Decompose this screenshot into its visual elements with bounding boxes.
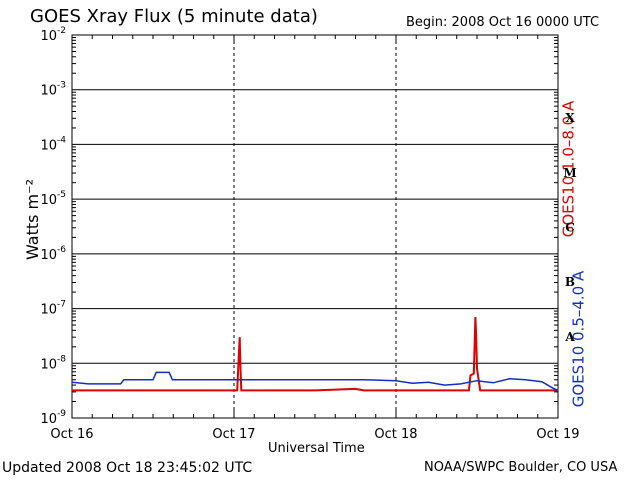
- y-tick-label: 10-9: [40, 409, 66, 427]
- chart-title: GOES Xray Flux (5 minute data): [30, 6, 318, 27]
- plot-frame: [71, 34, 559, 419]
- flare-class-label: M: [563, 166, 576, 180]
- series-line-short: [71, 371, 559, 392]
- y-tick-label: 10-3: [40, 81, 66, 99]
- flare-class-label: B: [565, 275, 575, 289]
- flare-class-label: A: [564, 330, 575, 344]
- y-tick-label: 10-2: [40, 26, 66, 44]
- y-tick-label: 10-5: [40, 190, 66, 208]
- x-tick-label: Oct 16: [50, 427, 93, 442]
- x-tick-label: Oct 17: [212, 427, 255, 442]
- flare-class-label: C: [565, 221, 575, 235]
- y-tick-label: 10-8: [40, 354, 66, 372]
- series-line-long: [72, 316, 558, 392]
- begin-time: Begin: 2008 Oct 16 0000 UTC: [406, 15, 600, 30]
- x-tick-label: Oct 19: [536, 427, 579, 442]
- x-axis-title: Universal Time: [268, 441, 365, 456]
- x-tick-label: Oct 18: [374, 427, 417, 442]
- y-tick-label: 10-6: [40, 245, 66, 263]
- y-tick-label: 10-4: [40, 135, 66, 153]
- y-tick-label: 10-7: [40, 300, 66, 318]
- updated-timestamp: Updated 2008 Oct 18 23:45:02 UTC: [2, 460, 253, 476]
- credit-text: NOAA/SWPC Boulder, CO USA: [424, 460, 618, 475]
- flare-class-label: X: [565, 111, 575, 125]
